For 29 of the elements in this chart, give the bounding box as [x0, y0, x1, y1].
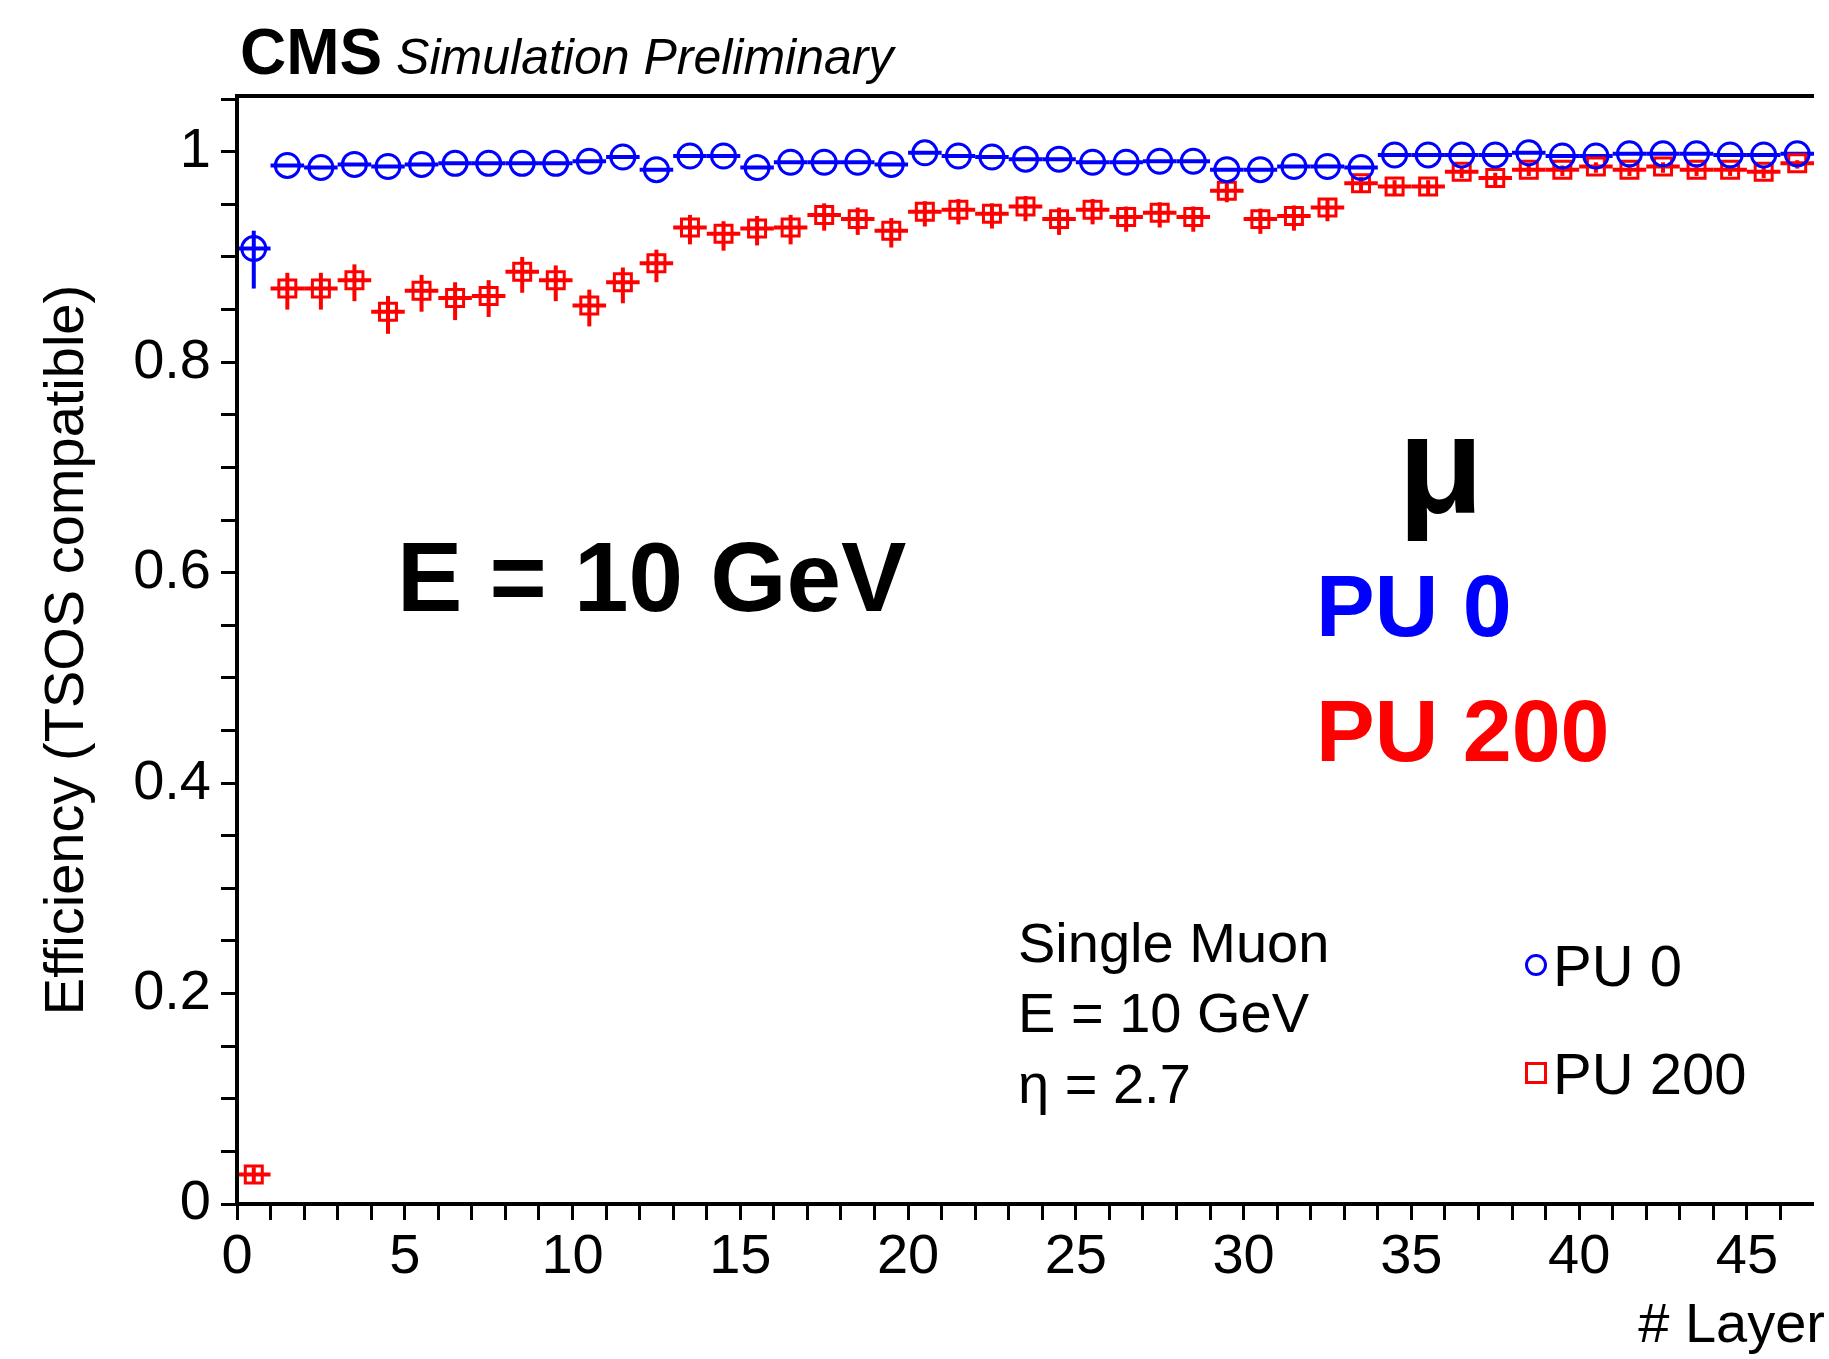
y-axis-title: Efficiency (TSOS compatible) [32, 284, 95, 1016]
x-tick-label: 10 [541, 1222, 604, 1286]
y-tick-label: 0 [179, 1168, 211, 1232]
x-tick-label: 25 [1044, 1222, 1107, 1286]
annotation: η = 2.7 [1018, 1052, 1191, 1115]
x-tick-label: 15 [709, 1222, 772, 1286]
x-tick-label: 40 [1547, 1222, 1611, 1286]
annotation: E = 10 GeV [1018, 981, 1310, 1044]
x-axis-title: # Layer [1638, 1291, 1825, 1354]
y-tick-label: 0.4 [133, 747, 211, 811]
annotation: Single Muon [1018, 911, 1330, 974]
annotation: μ [1398, 386, 1484, 543]
annotation: E = 10 GeV [397, 522, 907, 632]
x-tick-label: 35 [1380, 1222, 1443, 1286]
chart-subtitle: Simulation Preliminary [395, 29, 894, 85]
x-tick-label: 30 [1212, 1222, 1275, 1286]
chart-title: CMS [240, 16, 383, 88]
y-tick-label: 1 [179, 116, 211, 180]
x-tick-label: 5 [389, 1222, 421, 1286]
y-tick-label: 0.2 [133, 957, 211, 1021]
y-tick-label: 0.8 [133, 326, 211, 390]
x-tick-label: 0 [221, 1222, 253, 1286]
annotation: PU 200 [1316, 681, 1610, 780]
x-tick-label: 20 [876, 1222, 940, 1286]
legend-label: PU 0 [1553, 931, 1682, 999]
x-tick-label: 45 [1715, 1222, 1779, 1286]
legend-label: PU 200 [1553, 1039, 1747, 1107]
y-tick-label: 0.6 [133, 537, 211, 601]
annotation: PU 0 [1316, 556, 1512, 655]
